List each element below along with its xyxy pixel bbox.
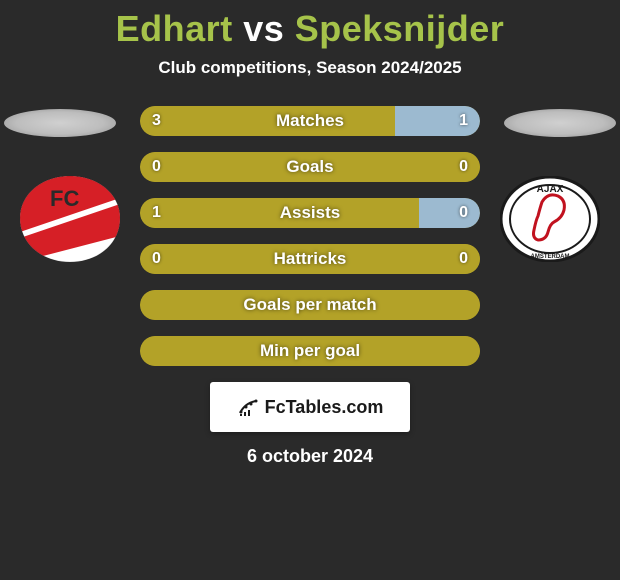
ajax-badge-icon: AJAX AMSTERDAM: [500, 176, 600, 262]
player-slot-right: [504, 109, 616, 137]
stat-value-right: 1: [459, 106, 468, 136]
player-slot-left: [4, 109, 116, 137]
stat-row: Hattricks0 0: [140, 244, 480, 274]
stat-label: Min per goal: [140, 336, 480, 366]
stat-value-right: 0: [459, 198, 468, 228]
stat-label: Matches: [140, 106, 480, 136]
stat-row: Assists1 0: [140, 198, 480, 228]
stat-label: Goals: [140, 152, 480, 182]
stat-value-right: 0: [459, 152, 468, 182]
stat-row: Goals per match: [140, 290, 480, 320]
stat-label: Assists: [140, 198, 480, 228]
title-left: Edhart: [116, 8, 233, 49]
stat-label: Goals per match: [140, 290, 480, 320]
stat-value-left: 3: [152, 106, 161, 136]
stat-value-right: 0: [459, 244, 468, 274]
badge-right-bottom: AMSTERDAM: [531, 254, 570, 260]
brand-card: FcTables.com: [210, 382, 410, 432]
fc-utrecht-badge-icon: FC: [20, 176, 120, 262]
fctables-logo-icon: [237, 396, 259, 418]
badge-right-top: AJAX: [537, 184, 564, 195]
brand-text: FcTables.com: [265, 397, 384, 418]
stat-value-left: 0: [152, 152, 161, 182]
stat-row: Min per goal: [140, 336, 480, 366]
stat-label: Hattricks: [140, 244, 480, 274]
stat-value-left: 1: [152, 198, 161, 228]
page-title: Edhart vs Speksnijder: [0, 0, 620, 50]
title-right: Speksnijder: [295, 8, 505, 49]
club-badge-right: AJAX AMSTERDAM: [500, 176, 600, 262]
club-badge-left: FC: [20, 176, 120, 262]
stat-value-left: 0: [152, 244, 161, 274]
badge-left-label: FC: [50, 186, 79, 211]
stat-row: Matches3 1: [140, 106, 480, 136]
stat-rows: Matches31Goals00Assists10Hattricks00Goal…: [140, 106, 480, 366]
subtitle: Club competitions, Season 2024/2025: [0, 58, 620, 78]
date-label: 6 october 2024: [0, 446, 620, 467]
comparison-stage: FC AJAX AMSTERDAM Matches31Goals00Assist…: [0, 106, 620, 467]
title-mid: vs: [233, 8, 295, 49]
stat-row: Goals0 0: [140, 152, 480, 182]
